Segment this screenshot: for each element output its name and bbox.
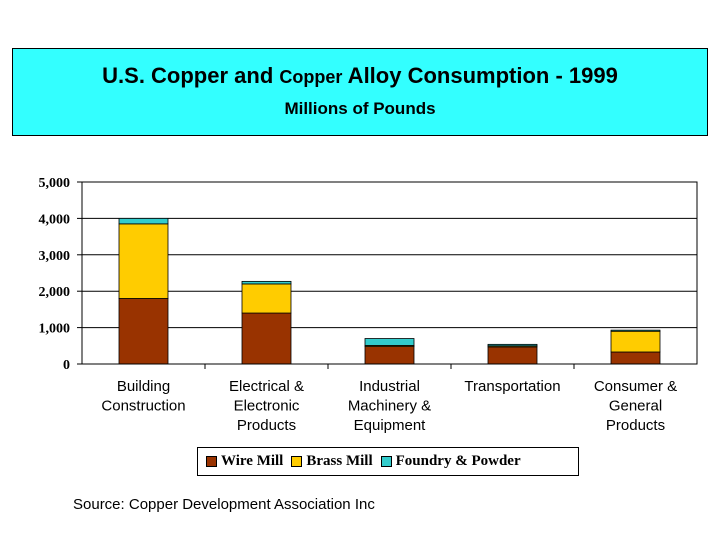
legend-item-foundry-powder: Foundry & Powder [380,453,521,470]
x-tick-label: Industrial Machinery & Equipment [348,378,431,434]
bar-segment-wire-mill [487,346,538,365]
title-part-3: Alloy Consumption - 1999 [342,63,618,88]
x-tick-label-line: Electrical & [229,378,304,395]
bar-segment-foundry-powder [241,280,292,285]
bar-segment-wire-mill [610,351,661,365]
x-tick-label-line: Equipment [354,417,427,434]
y-tick-label: 5,000 [39,176,71,191]
x-tick-label-line: Machinery & [348,398,431,415]
legend-label-foundry-powder: Foundry & Powder [395,453,521,469]
x-tick-label: Transportation [464,378,560,395]
gridlines [82,181,697,329]
legend-item-wire-mill: Wire Mill [206,453,283,470]
x-tick-label: Consumer & General Products [594,378,677,434]
bar-segment-foundry-powder [487,343,538,347]
legend-swatch-foundry-powder [380,456,392,467]
x-tick-label-line: General [609,398,662,415]
axes [77,181,575,369]
y-tick-label: 2,000 [39,285,71,300]
x-tick-label-line: Construction [101,398,185,415]
bar-segment-foundry-powder [118,217,169,225]
legend-item-brass-mill: Brass Mill [291,453,373,470]
tick-labels: 0 1,000 2,000 3,000 4,000 5,000 Building Constr… [39,176,678,434]
chart-title: U.S. Copper and Copper Alloy Consumption… [13,63,707,89]
x-tick-label-line: Transportation [464,378,560,395]
bar-segment-wire-mill [364,346,415,365]
y-tick-label: 4,000 [39,212,71,227]
bar-segment-wire-mill [118,298,169,365]
legend-swatch-brass-mill [291,456,303,467]
title-part-1: U.S. Copper and [102,63,280,88]
plot-area-border [81,181,698,365]
x-tick-label-line: Consumer & [594,378,677,395]
legend-label-wire-mill: Wire Mill [221,453,284,469]
x-tick-label: Building Construction [101,378,185,415]
bar-segment-brass-mill [118,223,169,299]
x-tick-label-line: Electronic [234,398,300,415]
bar-segment-wire-mill [241,312,292,365]
x-tick-label-line: Industrial [359,378,420,395]
legend-swatch-wire-mill [206,456,217,467]
bar-segment-foundry-powder [364,338,415,346]
y-tick-label: 3,000 [39,249,71,264]
x-tick-label-line: Building [117,378,170,395]
title-part-2: Copper [279,67,343,87]
title-box: U.S. Copper and Copper Alloy Consumption… [12,48,708,136]
bar-segment-brass-mill [241,283,292,314]
x-tick-label-line: Products [606,417,665,434]
x-tick-label: Electrical & Electronic Products [229,378,304,434]
x-tick-label-line: Products [237,417,296,434]
chart-subtitle: Millions of Pounds [284,99,436,118]
legend: Wire Mill Brass Mill Foundry & Powder [197,447,579,476]
legend-label-brass-mill: Brass Mill [306,453,373,469]
source-note: Source: Copper Development Association I… [73,496,375,513]
y-tick-label: 1,000 [39,322,71,337]
bar-segment-foundry-powder [610,329,661,332]
bar-segment-brass-mill [610,330,661,353]
y-tick-label: 0 [63,358,70,373]
